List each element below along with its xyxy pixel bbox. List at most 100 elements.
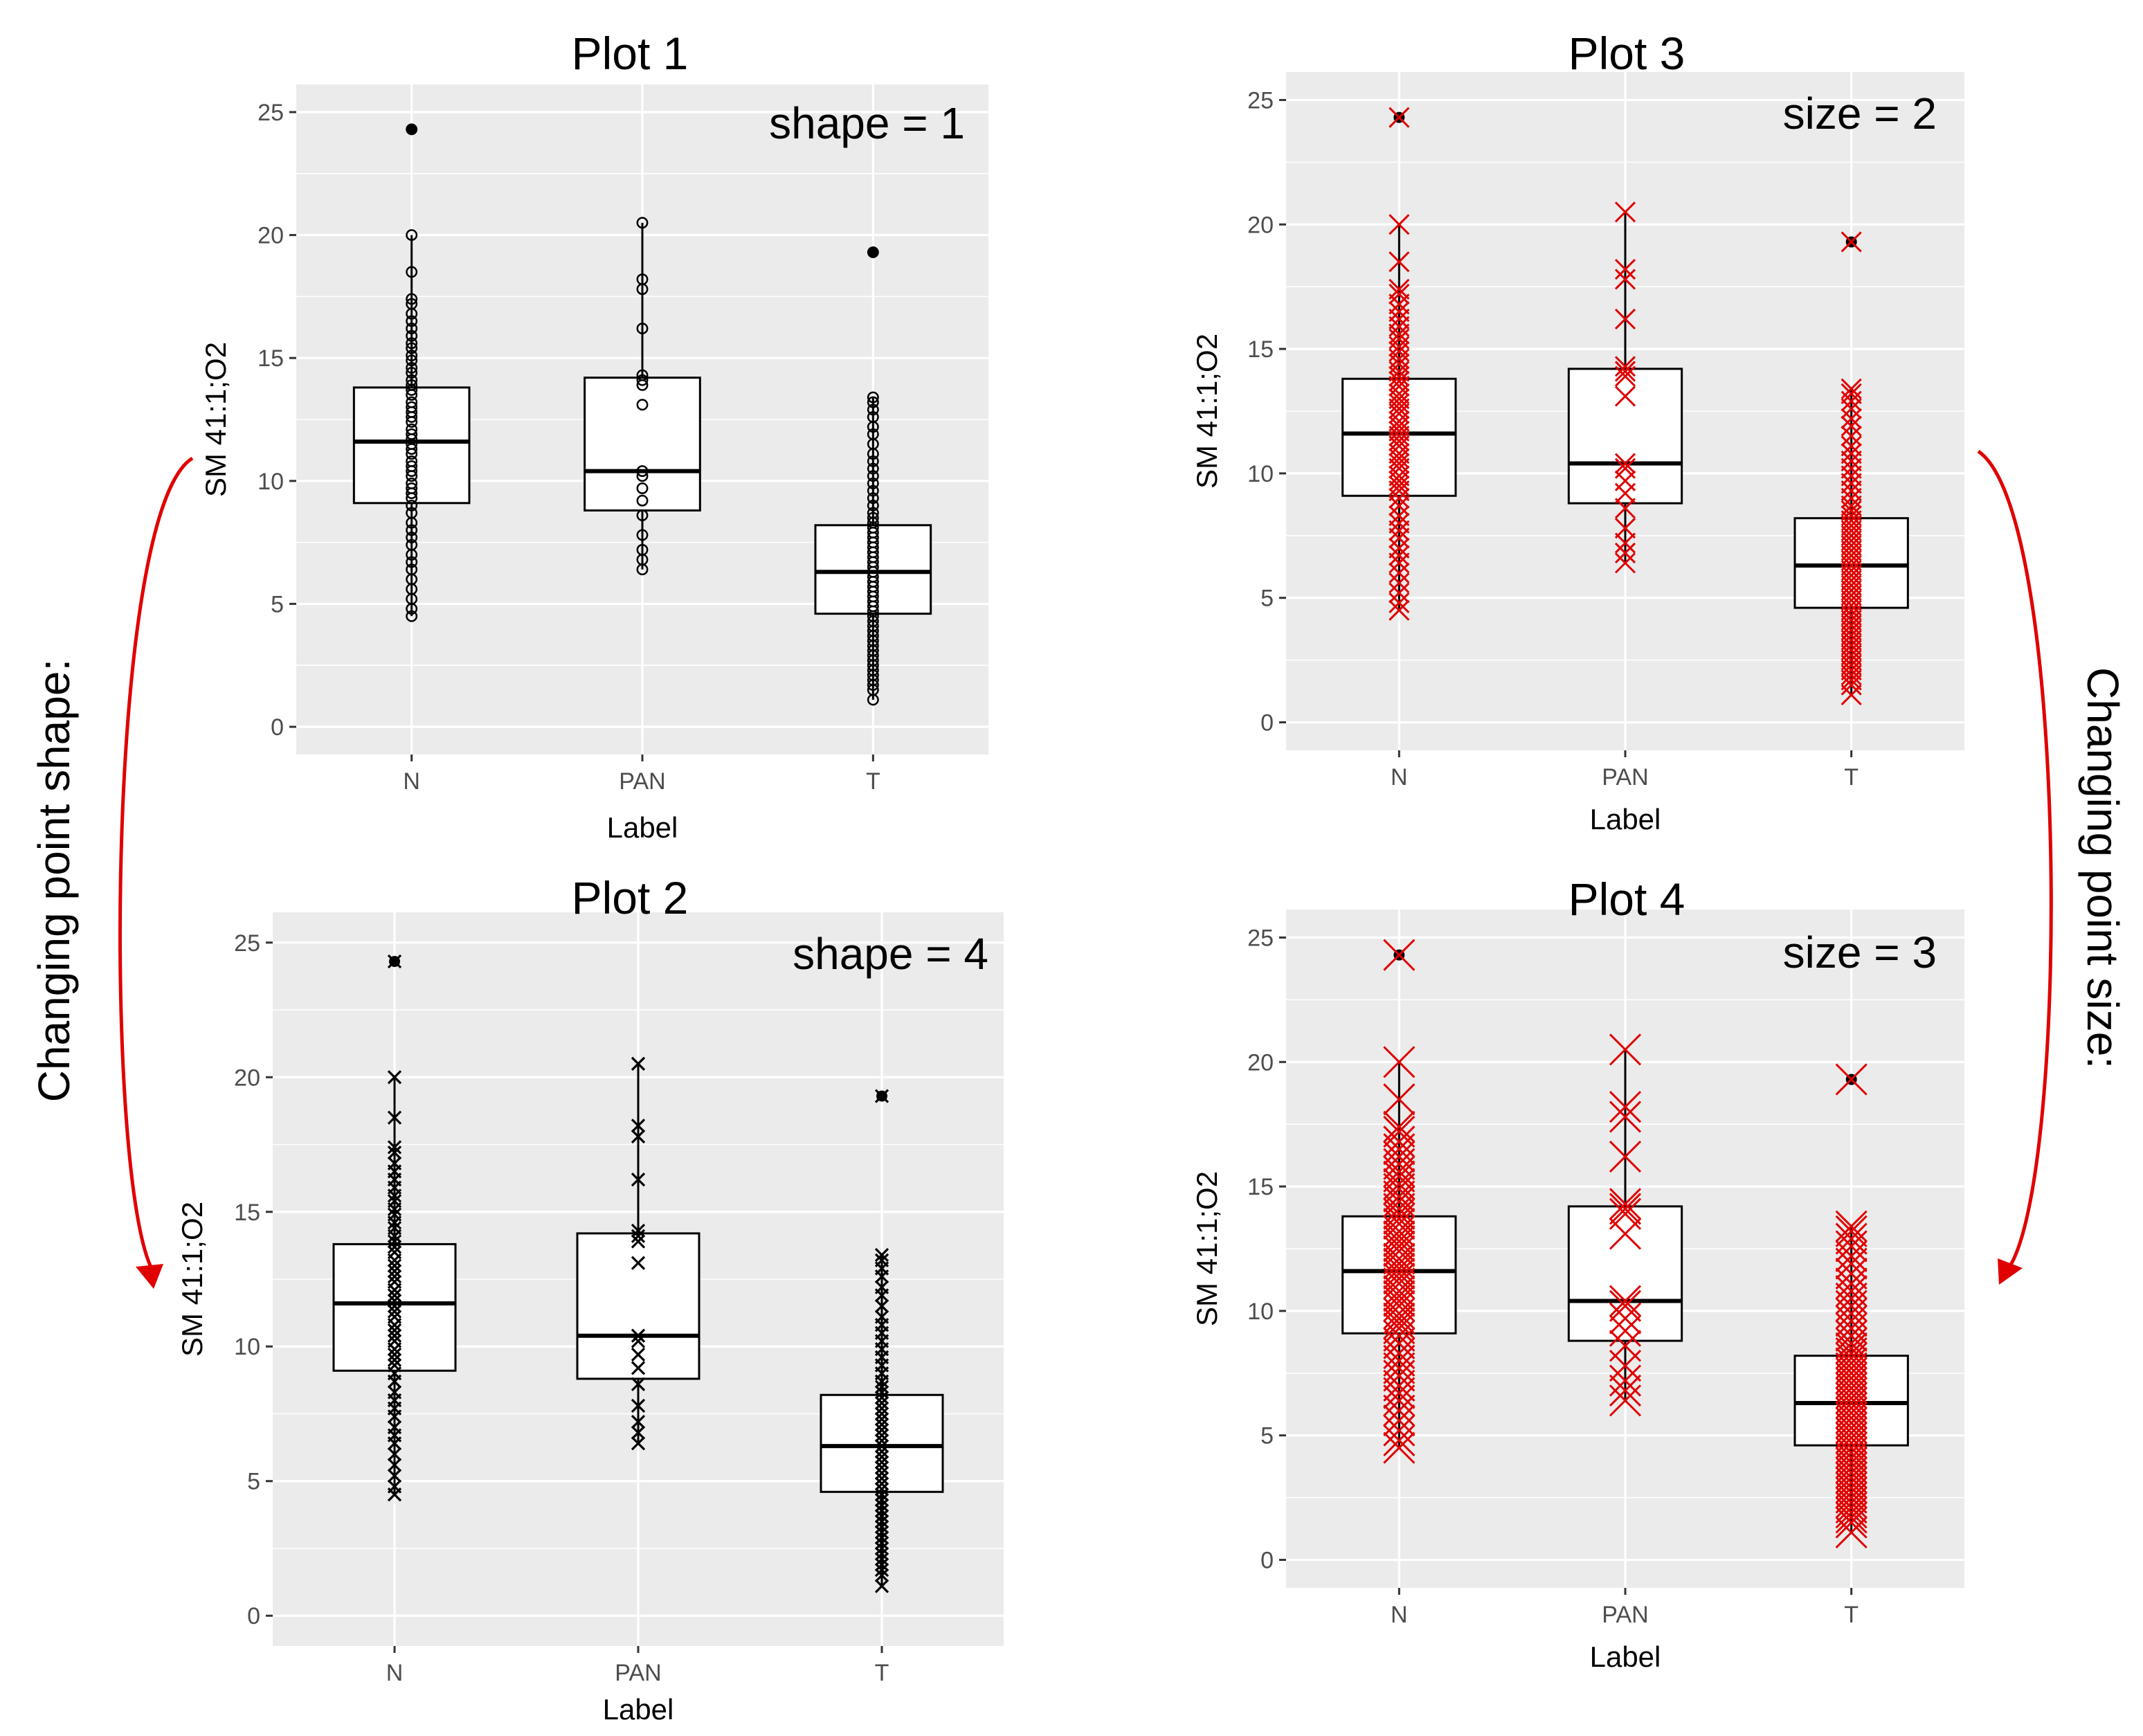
- x-tick-label: T: [1844, 764, 1859, 790]
- data-point: [874, 1503, 889, 1518]
- data-point: [406, 337, 418, 350]
- x-tick-label: N: [403, 768, 420, 795]
- box-iqr: [1567, 368, 1683, 505]
- right-red-arrow: [1977, 449, 2053, 1269]
- plot-3: 0 5 10 15 20 25 N PAN T Label SM 41:1;O2 Plot 3 size…: [1191, 28, 1964, 835]
- data-point: [874, 1514, 889, 1529]
- data-point: [406, 389, 418, 401]
- data-point: [631, 1415, 646, 1429]
- data-point: [1841, 649, 1862, 671]
- data-point: [1614, 532, 1636, 554]
- data-point: [874, 1288, 889, 1303]
- points-T: [867, 246, 879, 706]
- data-point: [387, 1347, 402, 1362]
- plot-1: 0 5 10 15 20 25 N PAN T Label SM 41:1;O2 Plot 1 shap…: [199, 28, 988, 844]
- data-point: [1389, 572, 1410, 594]
- data-point: [1614, 517, 1636, 539]
- data-point: [1383, 1235, 1416, 1267]
- data-point: [387, 1288, 402, 1303]
- data-point: [406, 416, 418, 428]
- data-point: [1383, 1168, 1416, 1200]
- data-point: [387, 1240, 402, 1254]
- data-point: [406, 524, 418, 536]
- data-point: [1389, 448, 1410, 469]
- data-point: [387, 1304, 402, 1319]
- data-point: [387, 1269, 402, 1284]
- data-point: [406, 410, 418, 423]
- x-tick-label: PAN: [619, 768, 665, 795]
- data-point: [1835, 1282, 1868, 1314]
- data-point: [1389, 293, 1410, 315]
- data-point: [1841, 383, 1862, 404]
- data-point: [1614, 498, 1636, 519]
- data-point: [1389, 545, 1410, 566]
- data-point: [1389, 425, 1410, 447]
- data-point: [1841, 554, 1862, 577]
- data-point: [387, 1293, 402, 1308]
- data-point: [1383, 1115, 1416, 1148]
- data-point: [1841, 585, 1862, 606]
- outlier-point: [406, 123, 417, 135]
- data-point: [1841, 634, 1862, 656]
- y-tick-label: 5: [1260, 1423, 1274, 1449]
- y-tick-label: 20: [1247, 1049, 1274, 1076]
- data-point: [867, 477, 879, 489]
- x-axis-title: Label: [603, 1693, 674, 1726]
- data-point: [1389, 420, 1410, 442]
- data-point: [1383, 1083, 1416, 1116]
- data-point: [387, 1353, 402, 1367]
- y-axis-title: SM 41:1;O2: [1191, 334, 1223, 489]
- data-point: [1614, 552, 1636, 574]
- data-point: [1835, 1240, 1868, 1272]
- data-point: [636, 323, 649, 335]
- data-point: [1383, 1337, 1416, 1370]
- data-point: [1383, 1267, 1416, 1300]
- left-arrowhead: [136, 1264, 163, 1289]
- y-tick-label: 0: [1260, 1548, 1274, 1574]
- data-point: [1389, 388, 1410, 410]
- y-tick-label: 5: [1260, 586, 1274, 612]
- x-tick-label: T: [866, 768, 880, 795]
- data-point: [874, 1536, 889, 1550]
- data-point: [636, 399, 649, 411]
- data-point: [1389, 487, 1410, 509]
- data-point: [867, 462, 879, 475]
- data-point: [1841, 520, 1862, 541]
- data-point: [867, 694, 879, 706]
- box-iqr: [576, 1232, 700, 1380]
- data-point: [1841, 550, 1862, 571]
- data-point: [1609, 1193, 1642, 1225]
- data-point: [387, 1188, 402, 1203]
- data-point: [1609, 1101, 1642, 1133]
- data-point: [874, 1465, 889, 1481]
- data-point: [636, 217, 649, 229]
- right-side-annotation: Changing point size:: [1977, 449, 2128, 1285]
- x-axis-title: Label: [607, 811, 678, 844]
- outlier-point: [867, 246, 879, 258]
- data-point: [1835, 1222, 1868, 1255]
- y-tick-label: 0: [271, 714, 284, 741]
- data-point: [1389, 505, 1410, 527]
- points-PAN: [636, 217, 649, 576]
- data-point: [406, 229, 418, 242]
- data-point: [1609, 1349, 1642, 1382]
- data-point: [1835, 1516, 1868, 1549]
- data-point: [631, 1129, 646, 1143]
- data-point: [1383, 1207, 1416, 1240]
- data-point: [874, 1525, 889, 1539]
- data-point: [1835, 1501, 1868, 1534]
- data-point: [631, 1172, 646, 1187]
- points-N: [1389, 107, 1410, 621]
- data-point: [874, 1552, 889, 1566]
- data-point: [1383, 1312, 1416, 1345]
- data-point: [387, 1253, 402, 1267]
- y-tick-label: 15: [1247, 1174, 1274, 1200]
- data-point: [1841, 669, 1862, 691]
- data-point: [874, 1461, 889, 1475]
- data-point: [1841, 640, 1862, 661]
- data-point: [1841, 560, 1862, 581]
- right-side-label: Changing point size:: [2078, 667, 2128, 1069]
- data-point: [631, 1234, 646, 1249]
- x-tick-label: PAN: [615, 1660, 661, 1686]
- data-point: [406, 361, 418, 374]
